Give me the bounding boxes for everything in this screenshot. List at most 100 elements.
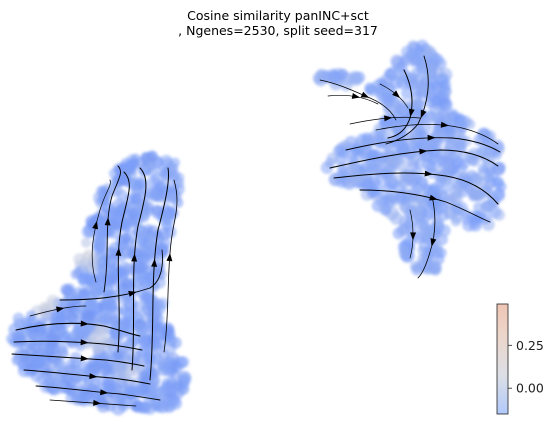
scatter-point <box>145 353 156 364</box>
scatter-point <box>427 200 439 212</box>
scatter-point <box>96 399 110 413</box>
streamline-arrowhead <box>93 399 102 406</box>
streamline <box>163 179 178 353</box>
scatter-point <box>366 150 379 163</box>
streamline-arrowhead <box>80 339 89 346</box>
scatter-point <box>146 233 158 244</box>
streamline-arrowhead <box>131 253 138 262</box>
scatter-point <box>135 272 150 286</box>
scatter-point <box>166 170 179 183</box>
scatter-point <box>389 211 403 225</box>
streamline-arrowhead <box>408 108 415 118</box>
scatter-point <box>427 244 440 256</box>
scatter-point <box>430 209 441 220</box>
streamline-arrowhead <box>351 92 361 99</box>
streamline-arrowhead <box>420 109 427 119</box>
scatter-point <box>54 359 67 372</box>
streamline <box>131 167 147 371</box>
streamline-arrowhead <box>440 121 449 128</box>
scatter-point <box>344 176 357 189</box>
colorbar-tick-label: 0.00 <box>516 381 544 396</box>
scatter-point <box>415 98 426 109</box>
scatter-point <box>374 137 386 148</box>
scatter-point <box>141 244 153 256</box>
scatter-point <box>113 163 124 174</box>
scatter-point <box>398 177 410 190</box>
scatter-point <box>425 162 437 175</box>
scatter-point <box>416 175 428 188</box>
scatter-point <box>104 253 118 268</box>
scatter-point <box>67 313 80 325</box>
scatter-point <box>382 169 394 181</box>
scatter-point <box>113 266 126 279</box>
scatter-point <box>361 179 374 192</box>
scatter-point <box>409 260 421 272</box>
streamline <box>319 79 397 121</box>
streamline <box>15 322 141 337</box>
scatter-point <box>469 219 482 232</box>
scatter-point <box>431 217 444 231</box>
scatter-point <box>95 325 110 339</box>
scatter-point <box>39 306 52 319</box>
scatter-point <box>435 73 449 87</box>
velocity-streamlines <box>11 55 501 407</box>
scatter-point <box>491 176 505 189</box>
scatter-point <box>422 228 436 241</box>
scatter-point <box>57 331 70 344</box>
streamline-arrowhead <box>80 320 89 327</box>
streamline-arrowhead <box>360 91 370 98</box>
streamline-arrowhead <box>429 194 438 201</box>
scatter-point <box>401 45 414 59</box>
colorbar-gradient <box>496 303 509 415</box>
scatter-point <box>414 44 425 55</box>
streamline-arrowhead <box>166 253 173 262</box>
scatter-point <box>320 161 334 174</box>
scatter-point <box>78 394 89 405</box>
scatter-point <box>390 121 404 135</box>
scatter-point <box>79 258 92 270</box>
scatter-point <box>480 200 494 213</box>
streamline-arrowhead <box>115 247 122 256</box>
scatter-point <box>420 71 433 84</box>
colorbar-tick-label: 0.25 <box>516 338 544 353</box>
scatter-point <box>380 117 392 129</box>
scatter-point <box>163 398 177 412</box>
scatter-point <box>448 191 463 206</box>
streamline <box>103 165 121 293</box>
scatter-point <box>156 360 168 371</box>
scatter-point <box>451 157 464 169</box>
scatter-point <box>465 169 479 183</box>
scatter-point <box>46 377 60 391</box>
streamline <box>91 179 111 283</box>
scatter-point <box>83 249 95 261</box>
scatter-point <box>162 205 177 219</box>
scatter-point <box>322 70 333 81</box>
scatter-point <box>155 322 168 335</box>
scatter-point <box>421 85 433 97</box>
streamline-arrowhead <box>392 90 401 98</box>
scatter-point <box>55 309 69 322</box>
scatter-point <box>98 362 113 377</box>
scatter-point <box>113 350 124 362</box>
scatter-point <box>428 259 442 274</box>
scatter-point <box>395 73 406 84</box>
chart-title: Cosine similarity panINC+sct , Ngenes=25… <box>0 8 556 38</box>
scatter-point <box>104 311 117 324</box>
streamline-arrowhead <box>100 389 109 396</box>
scatter-point <box>145 271 157 283</box>
scatter-point <box>328 173 342 187</box>
colorbar: 0.25 0.00 <box>496 303 544 415</box>
streamline <box>345 137 501 153</box>
scatter-point <box>157 227 171 241</box>
scatter-point <box>137 371 149 383</box>
scatter-point <box>156 166 167 178</box>
scatter-point <box>406 192 418 204</box>
scatter-point <box>121 222 132 233</box>
streamline <box>333 172 499 205</box>
streamline-arrowhead <box>56 306 65 313</box>
streamline <box>35 385 161 401</box>
scatter-point <box>98 194 110 206</box>
scatter-point <box>120 232 131 243</box>
scatter-point <box>100 301 114 314</box>
